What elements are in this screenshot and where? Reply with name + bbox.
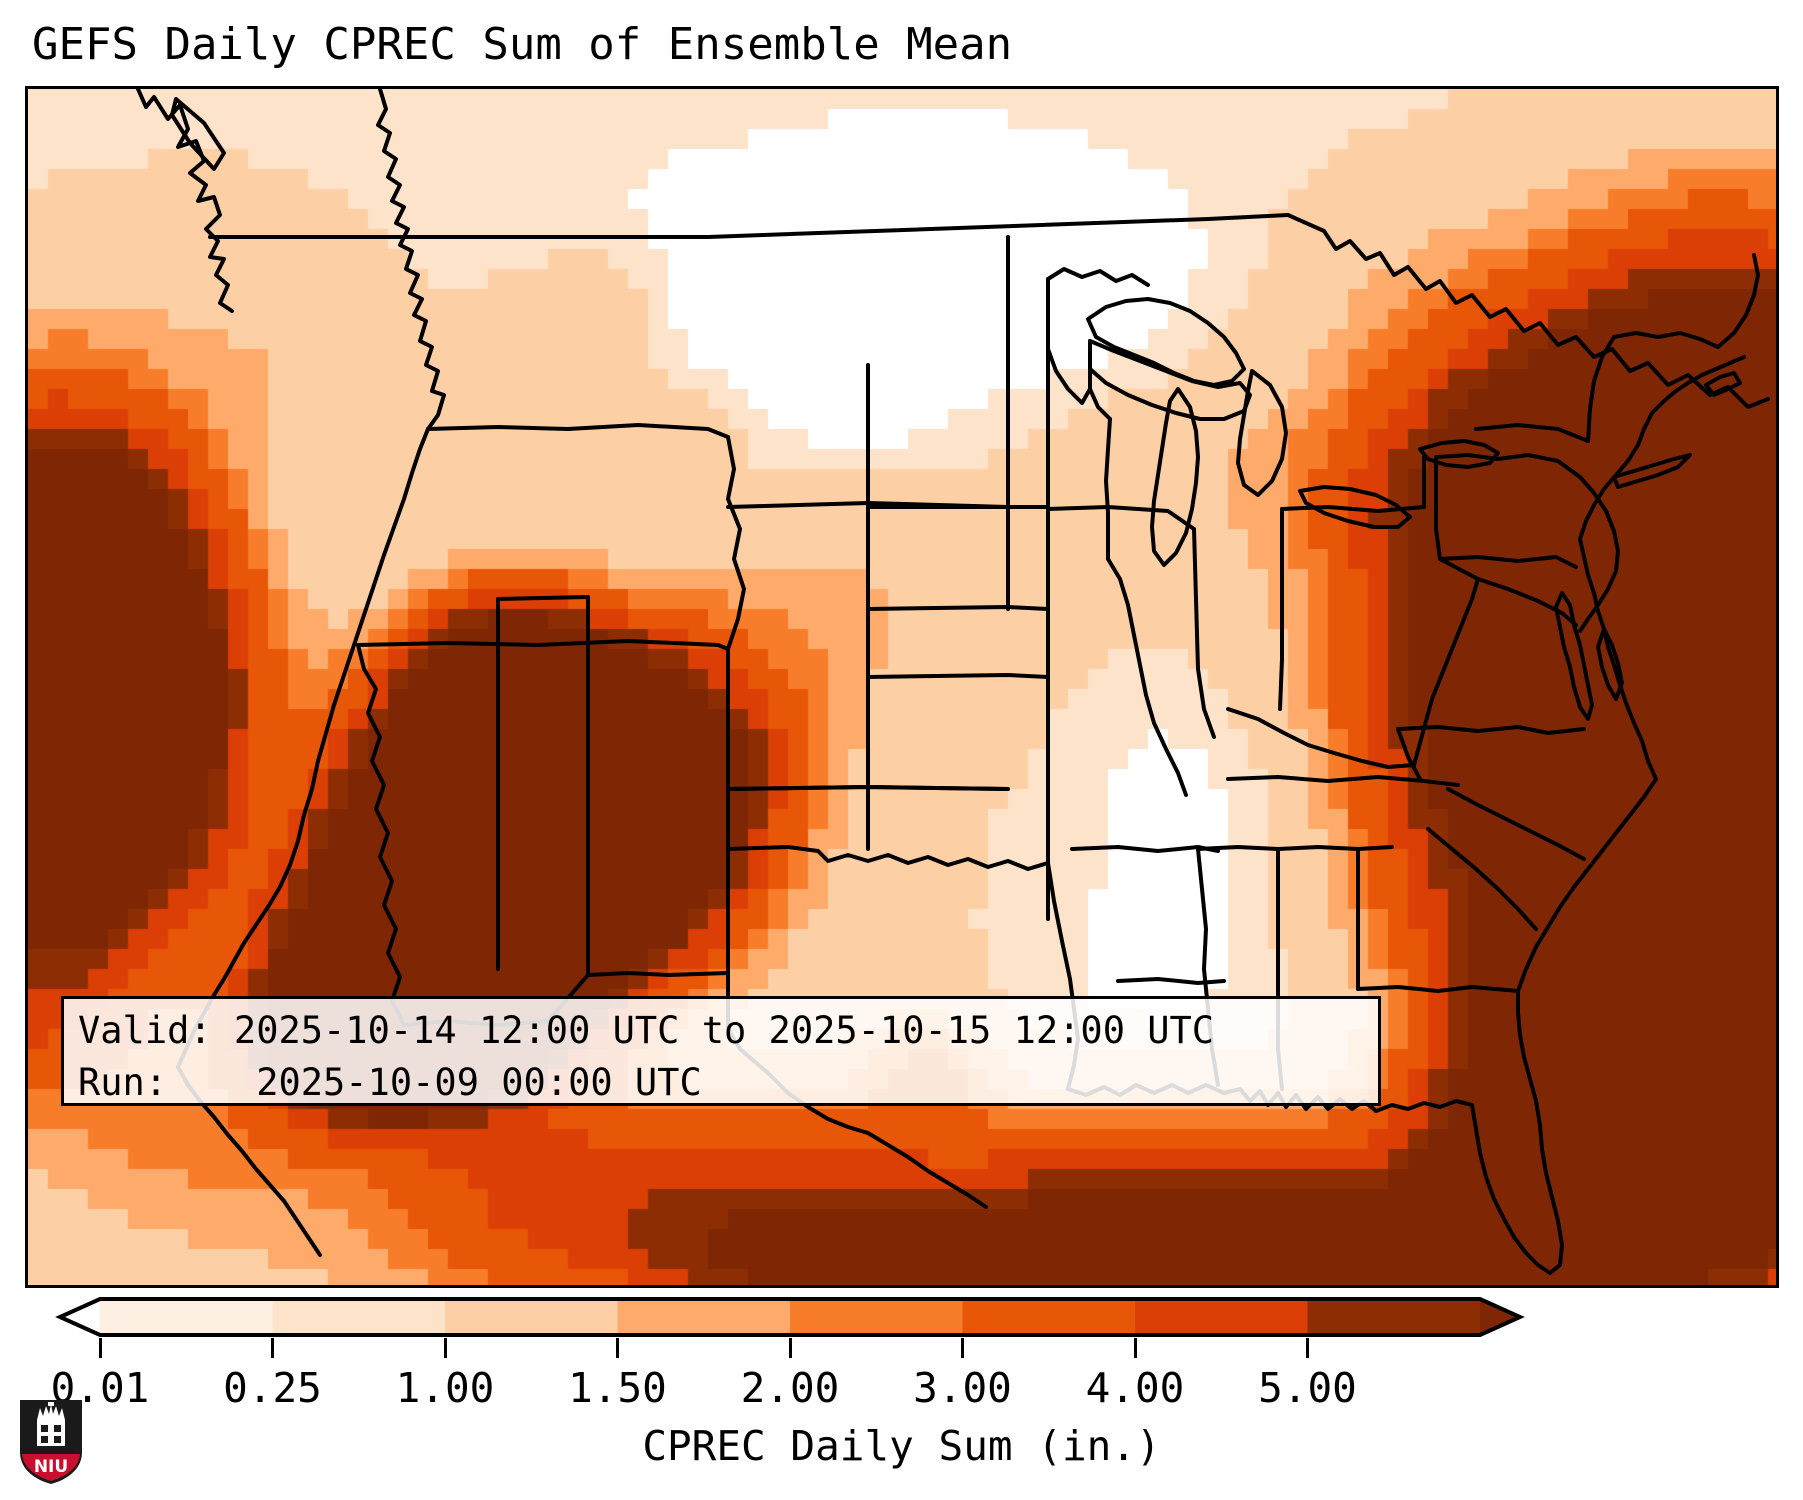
colorbar-swatch[interactable]: [962, 1299, 1136, 1335]
colorbar-tick-label: 1.00: [395, 1364, 495, 1412]
colorbar-ticks: [0, 1338, 1803, 1360]
colorbar-swatch[interactable]: [790, 1299, 964, 1335]
colorbar-tick: [961, 1338, 964, 1358]
colorbar-tick-label: 5.00: [1258, 1364, 1357, 1412]
page-title: GEFS Daily CPREC Sum of Ensemble Mean: [32, 19, 1013, 70]
colorbar-swatch[interactable]: [100, 1299, 274, 1335]
colorbar-swatch[interactable]: [1135, 1299, 1309, 1335]
niu-logo: NIU: [20, 1400, 82, 1484]
valid-time-text: Valid: 2025-10-14 12:00 UTC to 2025-10-1…: [78, 1009, 1215, 1052]
colorbar-over-arrow: [1480, 1299, 1520, 1335]
colorbar-swatch[interactable]: [445, 1299, 619, 1335]
info-box: Valid: 2025-10-14 12:00 UTC to 2025-10-1…: [61, 996, 1381, 1106]
colorbar-tick-label: 1.50: [568, 1364, 667, 1412]
colorbar-tick-label: 0.25: [223, 1364, 322, 1412]
colorbar-tick: [1133, 1338, 1137, 1358]
colorbar-tick: [788, 1338, 792, 1358]
colorbar-axis-label: CPREC Daily Sum (in.): [642, 1422, 1161, 1470]
colorbar-swatch[interactable]: [1307, 1299, 1481, 1335]
colorbar-under-arrow: [60, 1299, 100, 1335]
map-axes[interactable]: Valid: 2025-10-14 12:00 UTC to 2025-10-1…: [25, 86, 1779, 1288]
logo-banner-shape: [22, 1454, 80, 1481]
colorbar-tick-label: 3.00: [913, 1364, 1012, 1412]
colorbar-tick: [616, 1338, 619, 1358]
colorbar[interactable]: [0, 1295, 1803, 1355]
colorbar-tick: [271, 1338, 274, 1358]
colorbar-tick-label: 4.00: [1085, 1364, 1185, 1412]
colorbar-tick: [98, 1338, 102, 1358]
run-time-text: Run: 2025-10-09 00:00 UTC: [78, 1061, 702, 1104]
colorbar-outline: [55, 1297, 1525, 1337]
colorbar-swatch[interactable]: [272, 1299, 446, 1335]
colorbar-tick-label: 2.00: [740, 1364, 840, 1412]
colorbar-tick-labels: 0.01 0.25 1.00 1.50 2.00 3.00 4.00 5.00: [0, 1362, 1803, 1416]
colorbar-tick: [443, 1338, 447, 1358]
logo-castle-windows: [41, 1425, 61, 1443]
colorbar-tick: [1306, 1338, 1309, 1358]
logo-text: NIU: [34, 1457, 68, 1477]
colorbar-swatch[interactable]: [617, 1299, 791, 1335]
colorbar-swatches[interactable]: [0, 1295, 1803, 1355]
